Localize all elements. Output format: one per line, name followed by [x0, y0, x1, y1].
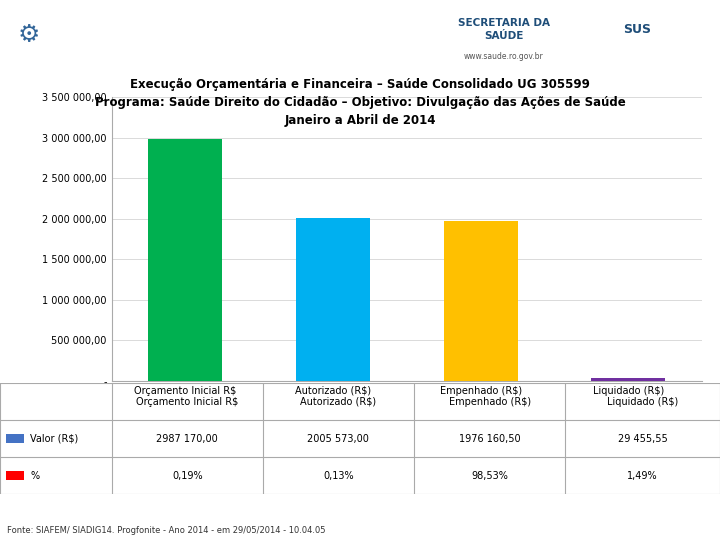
- Text: 2987 170,00: 2987 170,00: [156, 434, 218, 444]
- Bar: [296, 218, 370, 381]
- Text: 29 455,55: 29 455,55: [618, 434, 667, 444]
- Text: Execução Orçamentária e Financeira – Saúde Consolidado UG 305599
Programa: Saúde: Execução Orçamentária e Financeira – Saú…: [94, 78, 626, 127]
- Bar: [444, 221, 518, 381]
- Text: ⚙: ⚙: [17, 23, 40, 47]
- Bar: [6, 471, 24, 480]
- Text: 0,19%: 0,19%: [172, 471, 202, 481]
- Text: Empenhado (R$): Empenhado (R$): [449, 397, 531, 407]
- Text: www.saude.ro.gov.br: www.saude.ro.gov.br: [464, 52, 544, 61]
- Text: SECRETARIA DA
SAÚDE: SECRETARIA DA SAÚDE: [458, 18, 550, 41]
- Text: 1,49%: 1,49%: [627, 471, 658, 481]
- Text: SUS: SUS: [623, 23, 651, 36]
- Text: Autorizado (R$): Autorizado (R$): [300, 397, 377, 407]
- Text: %: %: [30, 471, 40, 481]
- Text: Orçamento Inicial R$: Orçamento Inicial R$: [136, 397, 238, 407]
- Text: 2005 573,00: 2005 573,00: [307, 434, 369, 444]
- Text: 98,53%: 98,53%: [471, 471, 508, 481]
- Text: 1976 160,50: 1976 160,50: [459, 434, 521, 444]
- Text: Fonte: SIAFEM/ SIADIG14. Progfonite - Ano 2014 - em 29/05/2014 - 10.04.05: Fonte: SIAFEM/ SIADIG14. Progfonite - An…: [7, 525, 325, 535]
- Text: Valor (R$): Valor (R$): [30, 434, 78, 444]
- Text: 0,13%: 0,13%: [323, 471, 354, 481]
- Bar: [148, 139, 222, 381]
- Bar: [6, 434, 24, 443]
- Text: Liquidado (R$): Liquidado (R$): [607, 397, 678, 407]
- Bar: [591, 379, 665, 381]
